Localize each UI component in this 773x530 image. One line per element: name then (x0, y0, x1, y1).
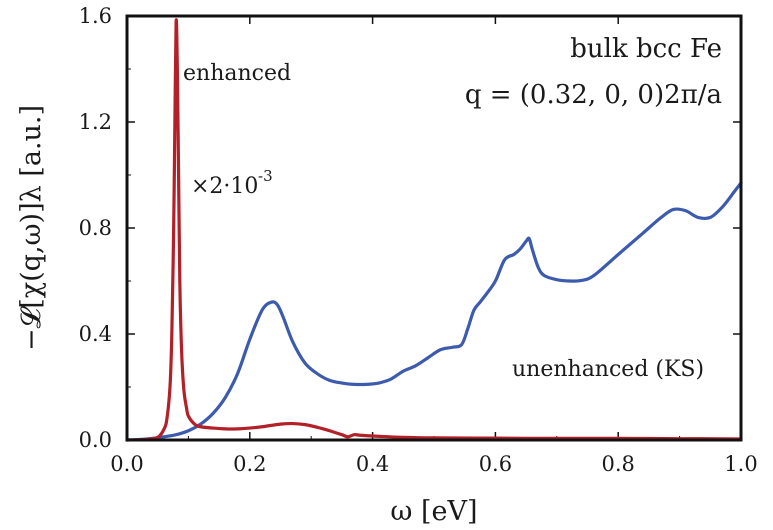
y-tick-label: 1.2 (79, 110, 112, 134)
x-tick-label: 0.6 (479, 452, 512, 476)
x-tick-label: 0.8 (601, 452, 634, 476)
scale-exponent-label: -3 (258, 167, 273, 185)
plot-frame (125, 14, 743, 442)
series-layer (125, 18, 743, 442)
y-tick-label: 1.6 (79, 4, 112, 28)
y-tick-label: 0.8 (79, 216, 112, 240)
unenhanced-label: unenhanced (KS) (512, 357, 704, 382)
enhanced-label: enhanced (183, 61, 291, 86)
x-tick-label: 0.0 (110, 452, 143, 476)
x-tick-label: 0.2 (233, 452, 266, 476)
unenhanced-series-line (125, 181, 743, 442)
system-label: bulk bcc Fe (570, 34, 722, 64)
y-axis-label: −𝓛[χ(q,ω)]λ [a.u.] (16, 105, 47, 351)
x-tick-label: 0.4 (356, 452, 389, 476)
scale-factor-label: ×2·10 (191, 174, 258, 199)
x-axis-label: ω [eV] (390, 496, 477, 527)
tick-labels: 0.0 0.2 0.4 0.6 0.8 1.0 0.0 0.4 0.8 1.2 1.6 (79, 4, 758, 476)
enhanced-series-line (125, 18, 743, 442)
y-tick-label: 0.0 (79, 428, 112, 452)
y-tick-label: 0.4 (79, 322, 112, 346)
x-tick-label: 1.0 (724, 452, 757, 476)
q-vector-label: q = (0.32, 0, 0)2π/a (465, 80, 722, 110)
